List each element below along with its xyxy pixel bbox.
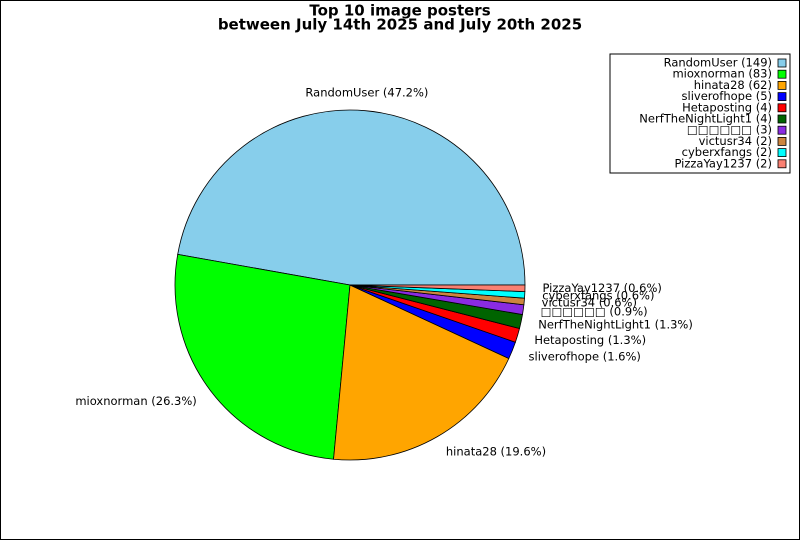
legend-swatch bbox=[777, 159, 787, 169]
slice-label: Hetaposting (1.3%) bbox=[534, 333, 646, 347]
legend-swatch bbox=[777, 81, 787, 90]
slice-label: sliverofhope (1.6%) bbox=[529, 349, 641, 363]
legend-label: hinata28 (62) bbox=[694, 78, 772, 92]
legend-swatch bbox=[777, 114, 787, 124]
chart-title: Top 10 image posters bbox=[309, 2, 490, 20]
legend-label: cyberxfangs (2) bbox=[682, 145, 772, 159]
slice-label: victusr34 (0.6%) bbox=[542, 296, 637, 310]
pie-slice bbox=[177, 109, 526, 286]
legend-label: RandomUser (149) bbox=[664, 56, 772, 70]
legend-swatch bbox=[777, 136, 787, 146]
legend-swatch bbox=[777, 125, 787, 135]
legend-swatch bbox=[777, 69, 787, 79]
slice-label: mioxnorman (26.3%) bbox=[75, 394, 196, 408]
legend-swatch bbox=[777, 58, 787, 68]
pie-slice bbox=[349, 284, 526, 293]
chart-subtitle: between July 14th 2025 and July 20th 202… bbox=[218, 16, 582, 34]
legend-label: Hetaposting (4) bbox=[682, 100, 772, 114]
legend-swatch bbox=[777, 148, 787, 158]
pie-slice bbox=[333, 284, 510, 461]
legend-label: victusr34 (2) bbox=[699, 134, 772, 148]
slice-label: □□□□□□ (0.9%) bbox=[541, 305, 648, 319]
slice-label: RandomUser (47.2%) bbox=[305, 86, 428, 100]
legend-label: sliverofhope (5) bbox=[682, 89, 772, 103]
legend-swatch bbox=[777, 103, 787, 113]
legend-label: mioxnorman (83) bbox=[672, 67, 772, 81]
slice-label: PizzaYay1237 (0.6%) bbox=[542, 281, 661, 295]
legend-swatch bbox=[777, 92, 787, 101]
legend-label: PizzaYay1237 (2) bbox=[674, 156, 772, 170]
slice-label: NerfTheNightLight1 (1.3%) bbox=[538, 318, 693, 332]
pie-slice bbox=[174, 253, 351, 460]
legend-box bbox=[609, 53, 791, 174]
legend-label: NerfTheNightLight1 (4) bbox=[639, 112, 772, 126]
slice-label: cyberxfangs (0.6%) bbox=[542, 288, 654, 302]
slice-label: hinata28 (19.6%) bbox=[446, 444, 546, 458]
legend-label: □□□□□□ (3) bbox=[687, 123, 772, 137]
